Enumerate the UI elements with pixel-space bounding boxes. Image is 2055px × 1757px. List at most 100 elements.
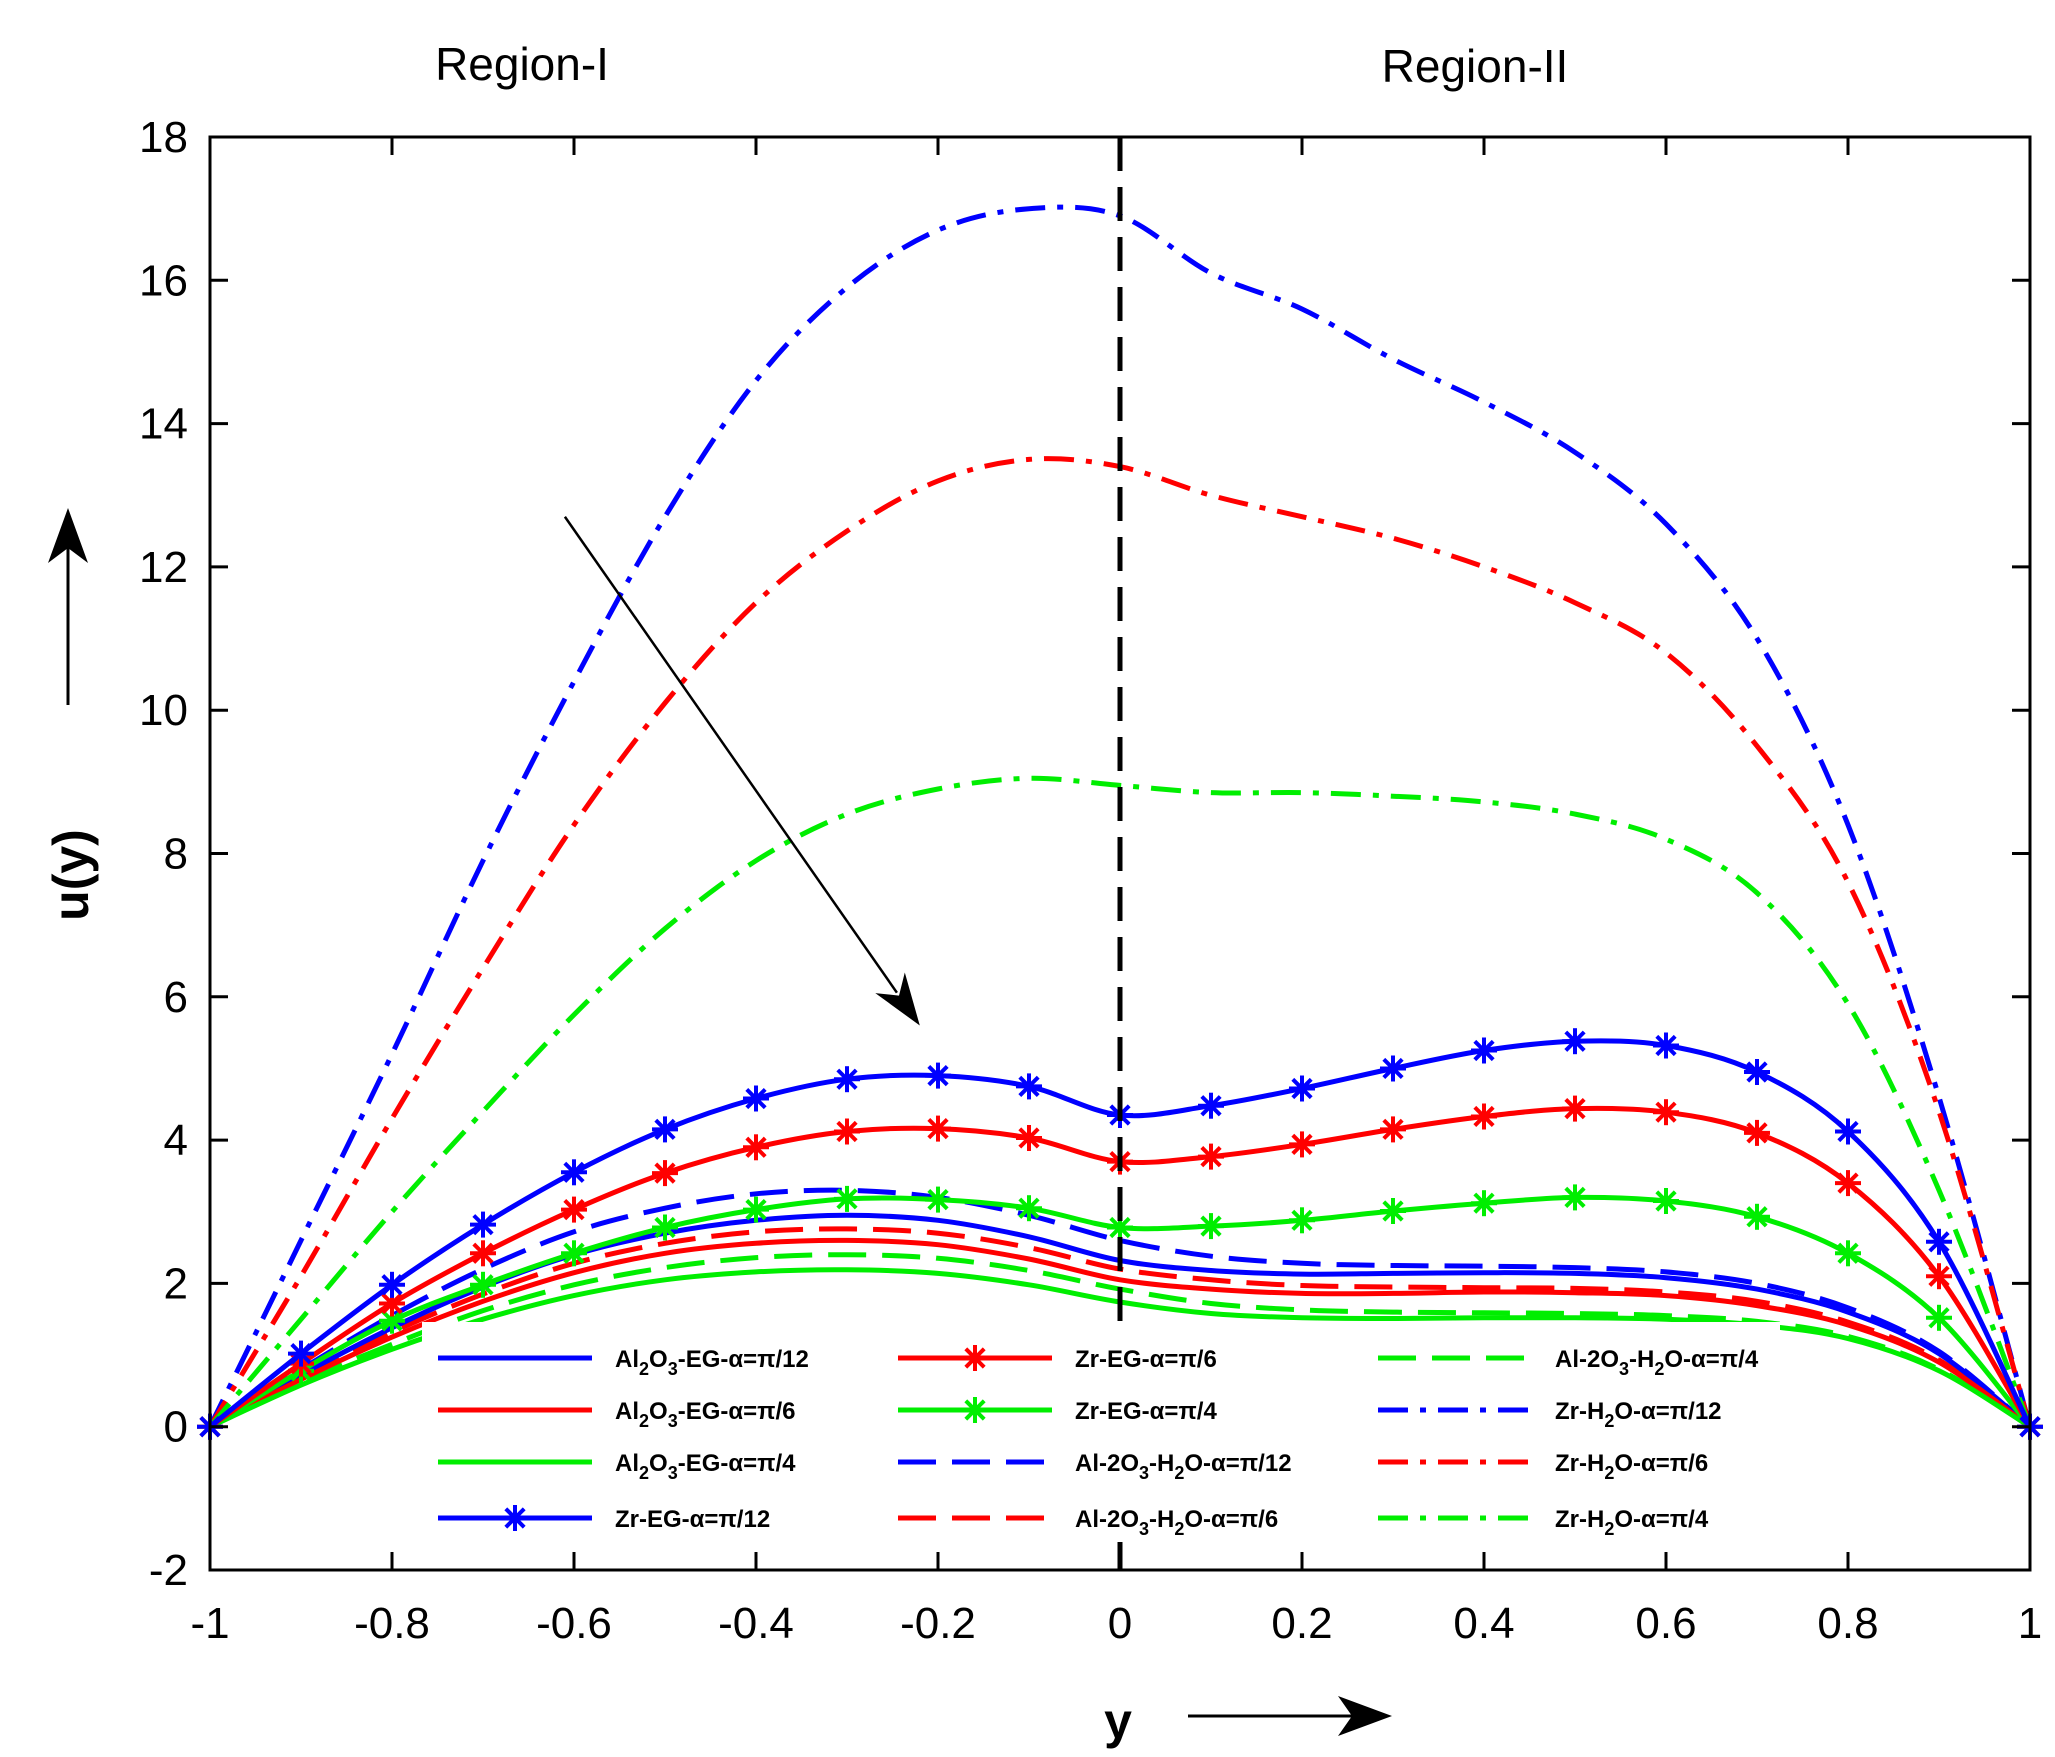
series-4-marker-17: [1744, 1119, 1770, 1146]
legend-item-9: Zr-H2O-α=π/12: [1378, 1398, 1722, 1431]
x-tick-label-0: -1: [190, 1599, 229, 1648]
x-tick-label-2: -0.6: [536, 1599, 612, 1648]
series-4-marker-12: [1289, 1131, 1315, 1158]
series-5-marker-13: [1380, 1198, 1406, 1224]
annotation-layer: [563, 137, 1123, 1570]
x-tick-label-1: -0.8: [354, 1599, 430, 1648]
legend-label-1: Al2O3-EG-α=π/6: [615, 1398, 796, 1431]
y-tick-label-6: 10: [139, 686, 188, 735]
axes-layer: -1 -0.8 -0.6 -0.4 -0.2 0 0.2 0.4 0.6 0.8 1 -2 0 2 4 6 8 1…: [139, 113, 2042, 1648]
y-tick-label-3: 4: [164, 1116, 188, 1165]
legend-label-0: Al2O3-EG-α=π/12: [615, 1346, 809, 1379]
series-4-marker-19: [1926, 1263, 1952, 1290]
legend-item-5: Zr-EG-α=π/4: [898, 1397, 1217, 1425]
series-3-marker-17: [1744, 1059, 1770, 1085]
legend-label-3: Zr-EG-α=π/12: [615, 1506, 770, 1533]
trend-arrow-head: [875, 972, 920, 1026]
x-tick-label-7: 0.4: [1453, 1599, 1514, 1648]
series-3-marker-7: [834, 1066, 860, 1093]
legend-item-8: Al-2O3-H2O-α=π/4: [1378, 1346, 1759, 1379]
legend: Al2O3-EG-α=π/12 Al2O3-EG-α=π/6 Al2O3-EG-α=…: [422, 1322, 1780, 1542]
series-4-marker-5: [652, 1160, 678, 1187]
legend-label-2: Al2O3-EG-α=π/4: [615, 1450, 796, 1483]
y-tick-label-10: 18: [139, 113, 188, 162]
series-3-marker-18: [1835, 1118, 1861, 1145]
series-4-marker-11: [1198, 1143, 1224, 1170]
series-4-marker-9: [1016, 1125, 1042, 1151]
region-i-label: Region-I: [435, 38, 609, 90]
series-5-marker-19: [1926, 1304, 1952, 1331]
y-tick-label-4: 6: [164, 973, 188, 1022]
x-axis-arrowhead: [1338, 1696, 1392, 1736]
legend-label-10: Zr-H2O-α=π/6: [1555, 1450, 1708, 1483]
y-tick-label-1: 0: [164, 1403, 188, 1452]
x-tick-label-4: -0.2: [900, 1599, 976, 1648]
legend-item-4: Zr-EG-α=π/6: [898, 1345, 1217, 1373]
series-4-marker-6: [743, 1134, 769, 1161]
series-line-11: [208, 775, 2033, 1429]
y-tick-label-9: 16: [139, 256, 188, 305]
y-axis-label: u(y): [43, 829, 99, 921]
legend-box: [422, 1322, 1780, 1542]
series-4-marker-18: [1835, 1170, 1861, 1197]
series-3-marker-16: [1653, 1032, 1679, 1059]
series-3-marker-3: [470, 1211, 496, 1238]
x-tick-label-10: 1: [2018, 1599, 2042, 1648]
legend-label-5: Zr-EG-α=π/4: [1075, 1398, 1217, 1425]
series-3-marker-19: [1926, 1228, 1952, 1255]
series-4-marker-3: [470, 1240, 496, 1267]
series-3-marker-4: [561, 1159, 587, 1186]
series-5-marker-17: [1744, 1203, 1770, 1230]
x-axis-label-group: y: [1104, 1693, 1392, 1749]
series-5-marker-12: [1289, 1207, 1315, 1234]
y-axis-label-group: u(y): [43, 508, 99, 921]
legend-label-9: Zr-H2O-α=π/12: [1555, 1398, 1722, 1431]
legend-item-10: Zr-H2O-α=π/6: [1378, 1450, 1708, 1483]
series-3-marker-13: [1380, 1055, 1406, 1082]
trend-arrow-line: [563, 516, 898, 994]
series-3-marker-2: [379, 1271, 405, 1298]
series-5-marker-5: [652, 1214, 678, 1241]
series-3-marker-1: [288, 1340, 314, 1367]
region-ii-label: Region-II: [1382, 40, 1569, 92]
legend-item-2: Al2O3-EG-α=π/4: [438, 1450, 796, 1483]
series-3-marker-12: [1289, 1075, 1315, 1102]
legend-marker-3: [502, 1505, 528, 1531]
series-5-marker-7: [834, 1185, 860, 1212]
series-5-marker-15: [1562, 1184, 1588, 1211]
series-4-marker-13: [1380, 1116, 1406, 1143]
series-5-marker-9: [1016, 1195, 1042, 1222]
series-5-marker-6: [743, 1196, 769, 1223]
series-4-marker-4: [561, 1196, 587, 1223]
legend-item-1: Al2O3-EG-α=π/6: [438, 1398, 796, 1431]
series-3-marker-15: [1562, 1028, 1588, 1055]
series-3-marker-5: [652, 1116, 678, 1143]
legend-item-7: Al-2O3-H2O-α=π/6: [898, 1506, 1278, 1539]
series-5-marker-11: [1198, 1213, 1224, 1240]
x-tick-label-8: 0.6: [1635, 1599, 1696, 1648]
series-3-marker-9: [1016, 1073, 1042, 1100]
legend-label-6: Al-2O3-H2O-α=π/12: [1075, 1450, 1292, 1483]
x-tick-label-5: 0: [1108, 1599, 1132, 1648]
legend-label-7: Al-2O3-H2O-α=π/6: [1075, 1506, 1278, 1539]
series-3-marker-6: [743, 1085, 769, 1112]
series-line-6: [208, 1187, 2032, 1429]
y-tick-label-0: -2: [149, 1546, 188, 1595]
series-3-marker-14: [1471, 1037, 1497, 1064]
series-3-marker-11: [1198, 1092, 1224, 1119]
series-4-marker-7: [834, 1118, 860, 1145]
series-5-marker-18: [1835, 1240, 1861, 1267]
series-4-marker-14: [1471, 1103, 1497, 1130]
legend-item-11: Zr-H2O-α=π/4: [1378, 1506, 1709, 1539]
series-4-marker-16: [1653, 1099, 1679, 1126]
series-4-marker-15: [1562, 1095, 1588, 1122]
legend-label-4: Zr-EG-α=π/6: [1075, 1346, 1217, 1373]
y-tick-label-5: 8: [164, 830, 188, 879]
y-tick-label-2: 2: [164, 1259, 188, 1308]
legend-item-6: Al-2O3-H2O-α=π/12: [898, 1450, 1292, 1483]
legend-marker-5: [962, 1397, 988, 1423]
series-5-marker-4: [561, 1240, 587, 1267]
x-tick-label-3: -0.4: [718, 1599, 794, 1648]
legend-label-8: Al-2O3-H2O-α=π/4: [1555, 1346, 1759, 1379]
